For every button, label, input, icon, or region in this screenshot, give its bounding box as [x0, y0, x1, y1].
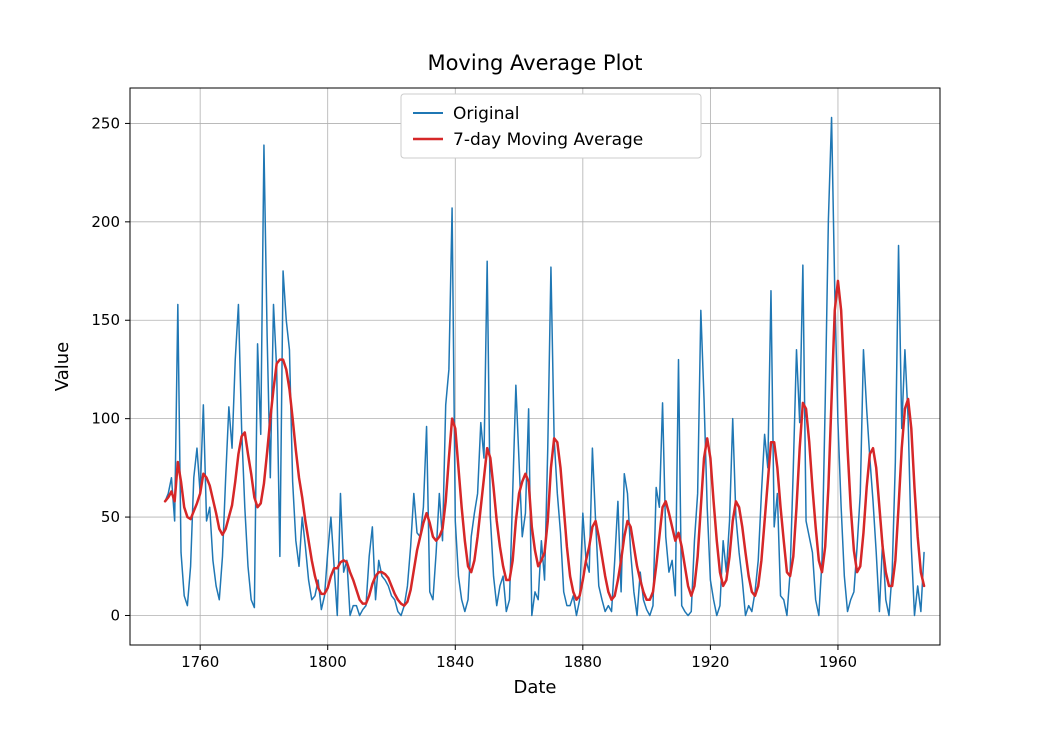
- y-tick-label: 250: [91, 114, 120, 132]
- y-tick-label: 200: [91, 213, 120, 231]
- y-axis-label: Value: [52, 342, 73, 391]
- x-axis-label: Date: [513, 677, 556, 698]
- x-tick-label: 1880: [564, 653, 602, 671]
- legend-label: Original: [453, 104, 520, 124]
- x-tick-label: 1840: [436, 653, 474, 671]
- legend-label: 7-day Moving Average: [453, 130, 643, 150]
- y-tick-label: 150: [91, 311, 120, 329]
- y-tick-label: 0: [110, 606, 120, 624]
- legend: Original 7-day Moving Average: [401, 94, 701, 158]
- x-tick-label: 1760: [181, 653, 219, 671]
- x-tick-label: 1800: [309, 653, 347, 671]
- y-tick-label: 50: [101, 508, 120, 526]
- chart-container: 1760 1800 1840 1880 1920 1960 0 50 100 150 200 250 D…: [0, 0, 1045, 732]
- moving-average-chart: 1760 1800 1840 1880 1920 1960 0 50 100 150 200 250 D…: [0, 0, 1045, 732]
- x-tick-label: 1920: [691, 653, 729, 671]
- x-tick-label: 1960: [819, 653, 857, 671]
- y-tick-label: 100: [91, 410, 120, 428]
- chart-title: Moving Average Plot: [427, 51, 642, 75]
